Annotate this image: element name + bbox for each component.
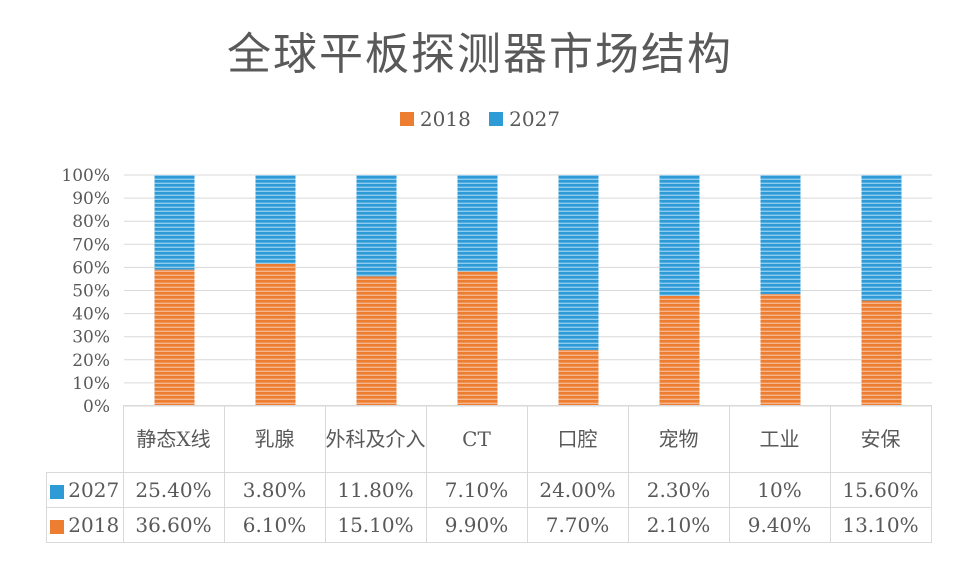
bar-2018-5 — [659, 295, 700, 406]
table-cell-2027: 7.10% — [425, 472, 528, 508]
table-cell-2027: 2.30% — [627, 472, 730, 508]
y-tick-label: 30% — [72, 328, 110, 348]
table-cell-2027: 25.40% — [122, 472, 225, 508]
table-row-header-2018: 2018 — [46, 507, 124, 543]
bar-2018-2 — [356, 276, 397, 406]
table-cell-2027: 10% — [728, 472, 831, 508]
legend: 2018 2027 — [0, 107, 960, 131]
table-row-2018: 2018 36.60% 6.10% 15.10% 9.90% 7.70% 2.10% 9.4… — [46, 507, 932, 543]
bar-2027-1 — [255, 175, 296, 264]
legend-label-2018: 2018 — [419, 107, 471, 131]
table-row-2027: 2027 25.40% 3.80% 11.80% 7.10% 24.00% 2.30% 10… — [46, 472, 932, 508]
bar-2027-4 — [558, 175, 599, 350]
y-tick-label: 20% — [72, 351, 110, 371]
bar-2027-2 — [356, 175, 397, 277]
table-swatch-2018 — [50, 519, 65, 534]
data-table: 静态X线 乳腺 外科及介入 CT 口腔 宠物 工业 安保 2027 25.40% 3.80% 11… — [46, 405, 932, 543]
bar-2027-3 — [457, 175, 498, 272]
bar-2018-3 — [457, 271, 498, 406]
bar-2018-0 — [154, 269, 195, 406]
table-category-row: 静态X线 乳腺 外科及介入 CT 口腔 宠物 工业 安保 — [46, 405, 932, 473]
y-tick-label: 40% — [72, 305, 110, 325]
table-row-header-2027: 2027 — [46, 472, 124, 508]
table-cell-2018: 6.10% — [223, 507, 326, 543]
bar-2018-6 — [760, 294, 801, 406]
bars — [154, 175, 902, 406]
y-tick-label: 70% — [72, 235, 110, 255]
table-category-label: 工业 — [728, 405, 831, 473]
table-category-label: 外科及介入 — [324, 405, 427, 473]
table-category-label: 静态X线 — [122, 405, 225, 473]
table-cell-2027: 24.00% — [526, 472, 629, 508]
table-cell-2018: 13.10% — [829, 507, 932, 543]
legend-label-2027: 2027 — [509, 107, 561, 131]
grid — [124, 174, 932, 407]
bar-2018-7 — [861, 300, 902, 406]
y-tick-label: 80% — [72, 212, 110, 232]
bar-2027-6 — [760, 175, 801, 295]
legend-item-2018: 2018 — [399, 107, 471, 131]
table-category-label: 乳腺 — [223, 405, 326, 473]
y-tick-label: 90% — [72, 189, 110, 209]
legend-swatch-2027 — [489, 112, 504, 126]
y-tick-label: 10% — [72, 374, 110, 394]
table-swatch-2027 — [50, 484, 65, 499]
bar-2018-1 — [255, 263, 296, 406]
y-tick-label: 60% — [72, 258, 110, 278]
table-cell-2018: 15.10% — [324, 507, 427, 543]
bar-2018-4 — [558, 349, 599, 406]
table-series-name-2018: 2018 — [68, 513, 120, 537]
table-cell-2018: 2.10% — [627, 507, 730, 543]
legend-item-2027: 2027 — [489, 107, 560, 131]
table-cell-2018: 36.60% — [122, 507, 225, 543]
chart-title: 全球平板探测器市场结构 — [227, 29, 733, 80]
table-category-label: 宠物 — [627, 405, 730, 473]
table-category-label: 口腔 — [526, 405, 629, 473]
table-cell-2027: 15.60% — [829, 472, 932, 508]
y-tick-label: 50% — [72, 282, 110, 302]
bar-2027-7 — [861, 175, 902, 301]
table-cell-2018: 9.90% — [425, 507, 528, 543]
y-axis: 0%10%20%30%40%50%60%70%80%90%100% — [61, 166, 110, 417]
y-tick-label: 100% — [61, 166, 110, 186]
legend-swatch-2018 — [399, 112, 414, 126]
table-category-label: 安保 — [829, 405, 932, 473]
table-cell-2018: 9.40% — [728, 507, 831, 543]
bar-2027-0 — [154, 175, 195, 270]
table-cell-2027: 11.80% — [324, 472, 427, 508]
table-category-label: CT — [425, 405, 528, 473]
table-series-name-2027: 2027 — [68, 478, 120, 502]
table-corner — [46, 405, 124, 473]
table-cell-2018: 7.70% — [526, 507, 629, 543]
table-cell-2027: 3.80% — [223, 472, 326, 508]
bar-2027-5 — [659, 175, 700, 296]
